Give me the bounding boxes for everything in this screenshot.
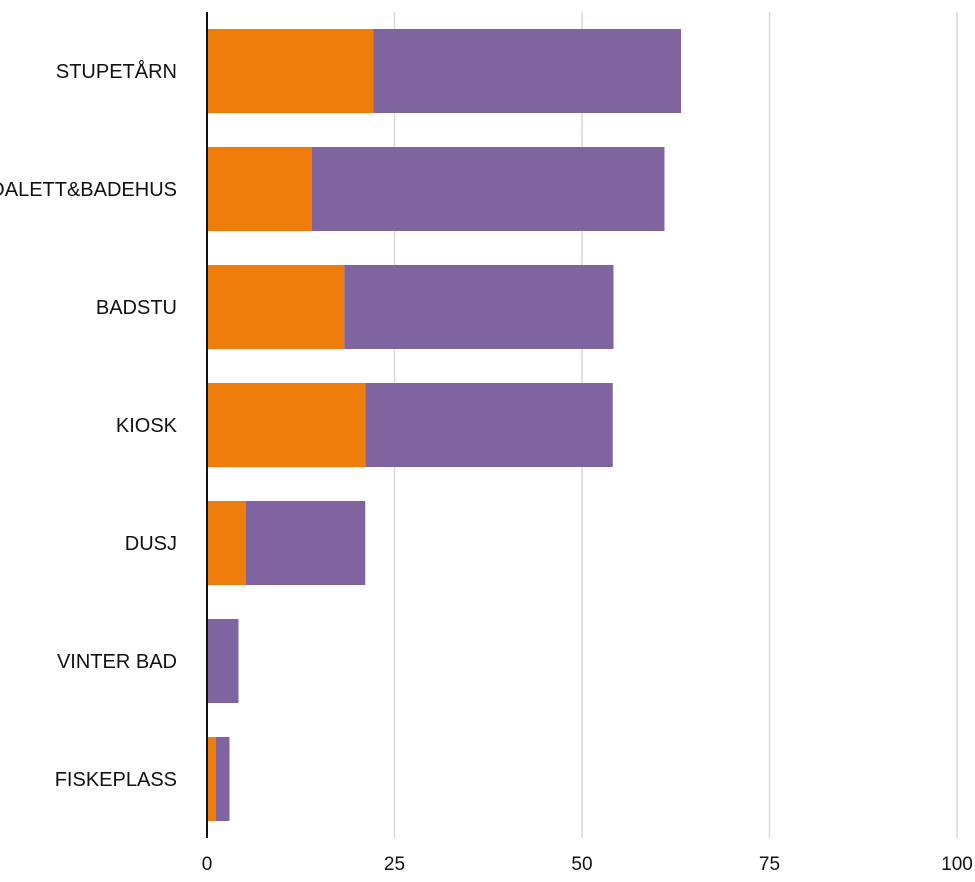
category-label: VINTER BAD: [57, 651, 177, 673]
x-tick-label: 75: [759, 854, 780, 875]
bar-segment: [207, 737, 216, 821]
category-label: TOALETT&BADEHUS: [0, 179, 177, 201]
x-tick-label: 100: [941, 854, 973, 875]
bar-segment: [207, 619, 239, 703]
category-label: STUPETÅRN: [56, 60, 177, 83]
bar-segment: [207, 501, 246, 585]
bar-segment: [344, 265, 614, 349]
bar-segment: [246, 501, 366, 585]
category-labels: STUPETÅRN TOALETT&BADEHUS BADSTU KIOSK DUSJ V…: [0, 60, 178, 791]
x-tick-labels: 0 25 50 75 100: [202, 854, 973, 875]
x-tick-label: 0: [202, 854, 213, 875]
category-label: FISKEPLASS: [55, 769, 177, 791]
category-label: BADSTU: [96, 297, 177, 319]
category-label: DUSJ: [125, 533, 177, 555]
bar-segment: [207, 265, 345, 349]
category-label: KIOSK: [116, 415, 178, 437]
x-tick-label: 25: [384, 854, 405, 875]
bars: [207, 29, 681, 821]
bar-segment: [312, 147, 665, 231]
x-tick-label: 50: [571, 854, 592, 875]
bar-segment: [207, 383, 366, 467]
bar-segment: [373, 29, 681, 113]
bar-segment: [207, 147, 312, 231]
bar-segment: [216, 737, 230, 821]
bar-segment: [207, 29, 374, 113]
bar-segment: [365, 383, 613, 467]
